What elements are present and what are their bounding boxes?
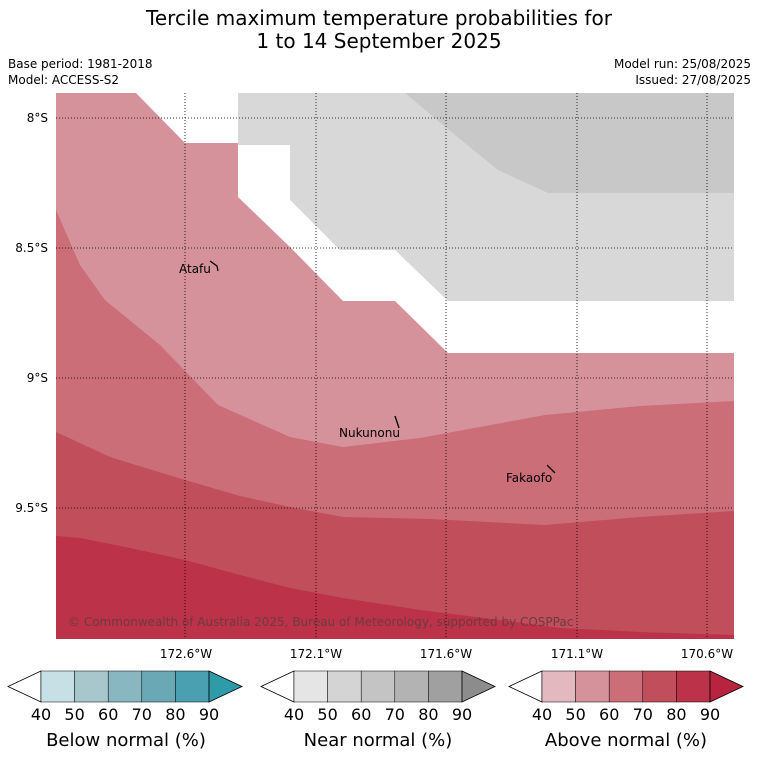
near-normal-swatch	[327, 670, 362, 703]
base-period: Base period: 1981-2018	[8, 57, 153, 71]
above-normal-swatch	[575, 670, 610, 703]
near-normal-swatch	[428, 670, 463, 703]
near-normal-swatch	[293, 670, 328, 703]
above-normal-under-triangle	[508, 670, 543, 703]
below-normal-under-triangle	[7, 670, 42, 703]
copyright-notice: © Commonwealth of Australia 2025, Bureau…	[68, 615, 573, 629]
lon-label-171-1w: 171.1°W	[551, 647, 603, 661]
below-normal-swatch	[40, 670, 75, 703]
lon-label-171-6w: 171.6°W	[420, 647, 472, 661]
near-normal-tick-label: 40	[284, 705, 304, 724]
model-run: Model run: 25/08/2025	[613, 57, 751, 71]
near-normal-under-triangle	[260, 670, 295, 703]
below-normal-swatch	[107, 670, 143, 703]
near-normal-region-60	[405, 93, 734, 193]
lat-label-8-5s: 8.5°S	[15, 241, 48, 255]
below-normal-tick-label: 70	[132, 705, 152, 724]
place-label-atafu: Atafu	[179, 262, 211, 276]
above-normal-tick-label: 60	[599, 705, 619, 724]
colorbar-below-normal: 40 50 60 70 80 90	[7, 670, 243, 724]
near-normal-tick-label: 70	[385, 705, 405, 724]
above-normal-tick-label: 50	[565, 705, 585, 724]
lat-label-8s: 8°S	[27, 111, 48, 125]
above-normal-swatch	[642, 670, 677, 703]
model-name: Model: ACCESS-S2	[8, 73, 120, 87]
lon-label-170-6w: 170.6°W	[681, 647, 733, 661]
near-normal-tick-label: 80	[418, 705, 438, 724]
issued-date: Issued: 27/08/2025	[635, 73, 751, 87]
colorbar-label-below-normal: Below normal (%)	[46, 730, 206, 751]
colorbar-label-above-normal: Above normal (%)	[544, 730, 708, 751]
above-normal-swatch	[676, 670, 711, 703]
lon-label-172-6w: 172.6°W	[160, 647, 212, 661]
place-label-fakaofo: Fakaofo	[506, 471, 552, 485]
above-normal-tick-label: 80	[666, 705, 686, 724]
below-normal-tick-label: 40	[31, 705, 51, 724]
near-normal-tick-label: 60	[351, 705, 371, 724]
near-normal-tick-label: 50	[317, 705, 337, 724]
lon-label-172-1w: 172.1°W	[290, 647, 342, 661]
near-normal-over-triangle	[461, 670, 496, 703]
below-normal-tick-label: 90	[199, 705, 219, 724]
above-normal-region-80	[56, 536, 734, 639]
near-normal-swatch	[394, 670, 429, 703]
graticule	[56, 93, 734, 639]
above-normal-over-triangle	[709, 670, 744, 703]
below-normal-swatch	[175, 670, 210, 703]
above-normal-swatch	[541, 670, 576, 703]
lat-label-9-5s: 9.5°S	[15, 501, 48, 515]
below-normal-tick-label: 50	[64, 705, 84, 724]
above-normal-tick-label: 40	[532, 705, 552, 724]
probability-fields: Atafu Nukunonu Fakaofo © Commonwealth of…	[56, 93, 734, 639]
fakaofo-island	[546, 464, 556, 474]
above-normal-tick-label: 70	[633, 705, 653, 724]
below-normal-tick-label: 80	[165, 705, 185, 724]
below-normal-swatch	[74, 670, 109, 703]
map-title-line1: Tercile maximum temperature probabilitie…	[146, 6, 612, 30]
colorbar-label-near-normal: Near normal (%)	[303, 730, 453, 751]
above-normal-swatch	[608, 670, 644, 703]
colorbar-near-normal: 40 50 60 70 80 90	[260, 670, 496, 724]
below-normal-swatch	[141, 670, 176, 703]
atafu-island	[209, 260, 219, 272]
near-normal-tick-label: 90	[452, 705, 472, 724]
place-label-nukunonu: Nukunonu	[339, 426, 400, 440]
colorbar-above-normal: 40 50 60 70 80 90	[508, 670, 744, 724]
map-title-line2: 1 to 14 September 2025	[256, 29, 502, 53]
above-normal-tick-label: 90	[700, 705, 720, 724]
below-normal-tick-label: 60	[98, 705, 118, 724]
below-normal-over-triangle	[208, 670, 243, 703]
near-normal-swatch	[360, 670, 396, 703]
lat-label-9s: 9°S	[27, 371, 48, 385]
nukunonu-island	[394, 415, 400, 429]
